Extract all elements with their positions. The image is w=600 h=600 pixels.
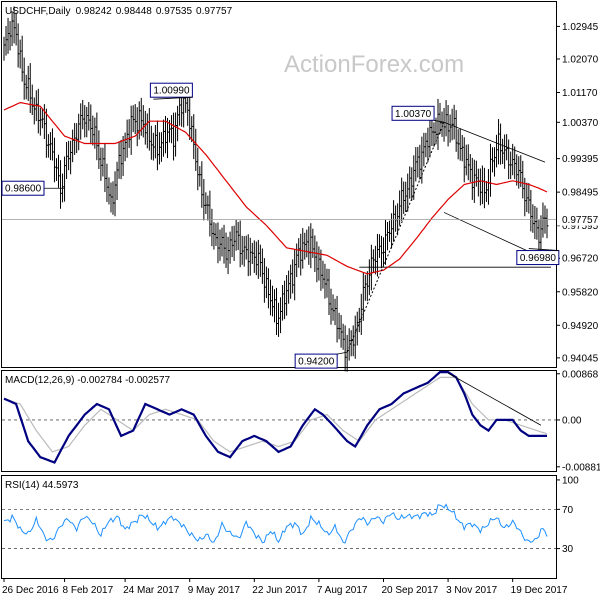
price-annotation-box (149, 82, 193, 98)
rsi-title: RSI(14) 44.5973 (5, 480, 79, 491)
price-y-tick-label: 1.02070 (562, 54, 599, 65)
macd-panel: MACD(12,26,9) -0.002784 -0.002577 0.0086… (1, 369, 600, 473)
price-annotations: 1.00990 0.98600 1.00370 0.96980 0.94200 (1, 82, 560, 369)
macd-y-tick-label: -0.00881 (562, 462, 600, 473)
x-tick-label: 20 Sep 2017 (381, 585, 438, 596)
rsi-y-tick-label: 100 (562, 475, 579, 486)
macd-panel-frame (1, 370, 557, 472)
x-tick-label: 22 Jun 2017 (252, 585, 307, 596)
x-tick-label: 24 Mar 2017 (123, 585, 180, 596)
rsi-y-tick-label: 70 (562, 505, 574, 516)
price-annotation-box (294, 353, 338, 369)
ohlc-high: 0.98448 (116, 6, 153, 17)
price-annotation-leader (153, 96, 193, 100)
price-annotation-box (391, 105, 435, 121)
price-annotation-box (516, 250, 560, 266)
x-tick-label: 3 Nov 2017 (446, 585, 498, 596)
macd-title: MACD(12,26,9) -0.002784 -0.002577 (5, 375, 171, 386)
price-y-tick-label: 0.96720 (562, 254, 599, 265)
price-y-tick-label: 0.97595 (562, 221, 599, 232)
price-y-tick-label: 0.98495 (562, 188, 599, 199)
current-price: 0.97757 (2, 213, 599, 226)
price-annotation-label: 0.98600 (5, 184, 42, 195)
x-tick-label: 9 May 2017 (188, 585, 241, 596)
ohlc-open: 0.98242 (76, 6, 113, 17)
price-series (3, 6, 549, 372)
rsi-y-tick-label: 30 (562, 544, 574, 555)
price-annotation-label: 1.00370 (395, 109, 432, 120)
x-tick-label: 19 Dec 2017 (511, 585, 568, 596)
price-y-tick-label: 0.95820 (562, 287, 599, 298)
current-price-label: 0.97757 (562, 215, 599, 226)
sma-line (3, 101, 548, 275)
macd-trendline (447, 372, 542, 426)
dotted-trendline (346, 122, 445, 353)
price-annotation-label: 1.00990 (153, 86, 190, 97)
ohlc-low: 0.97535 (156, 6, 193, 17)
macd-y-tick-label: 0.00 (562, 415, 582, 426)
macd-trendline (447, 372, 542, 426)
rsi-line (3, 503, 548, 544)
price-y-tick-label: 1.01170 (562, 88, 598, 99)
price-y-tick-label: 0.94045 (562, 353, 599, 364)
rsi-y-axis: 100 70 30 (2, 475, 579, 555)
watermark: ActionForex.com (284, 51, 464, 78)
x-tick-label: 26 Dec 2016 (2, 585, 59, 596)
rsi-series (3, 503, 548, 544)
price-panel: ActionForex.com USDCHF,Daily 0.98242 0.984… (1, 1, 599, 372)
price-annotation-leader (337, 351, 348, 355)
price-y-axis: 1.02945 1.02070 1.01170 1.00370 0.99395 0.984… (556, 22, 599, 364)
price-y-tick-label: 0.94920 (562, 321, 599, 332)
x-axis: 26 Dec 2016 8 Feb 2017 24 Mar 2017 9 May 20… (2, 578, 568, 596)
macd-y-axis: 0.00868 0.00 -0.00881 (2, 369, 600, 473)
price-y-tick-label: 1.02945 (562, 22, 599, 33)
price-y-tick-label: 1.00370 (562, 118, 599, 129)
channel-trendline (443, 121, 546, 163)
price-annotation-leader (528, 248, 559, 251)
price-annotation-label: 0.94200 (298, 357, 335, 368)
x-tick-label: 8 Feb 2017 (63, 585, 114, 596)
price-y-tick-label: 0.99395 (562, 154, 599, 165)
macd-y-tick-label: 0.00868 (562, 369, 599, 380)
price-symbol: USDCHF,Daily (5, 6, 71, 17)
price-annotation-leader (433, 119, 445, 123)
ohlc-close: 0.97757 (196, 6, 233, 17)
price-annotation-label: 0.96980 (520, 253, 557, 264)
price-title: USDCHF,Daily 0.98242 0.98448 0.97535 0.97757 (5, 6, 233, 17)
x-tick-label: 7 Aug 2017 (317, 585, 368, 596)
current-price-box (557, 213, 599, 226)
